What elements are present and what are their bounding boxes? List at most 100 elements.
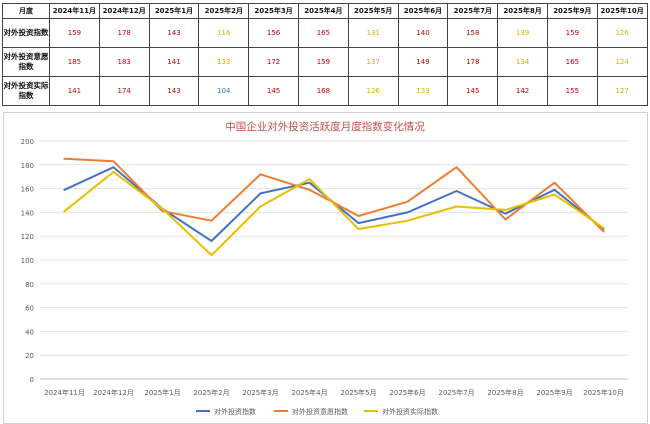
y-tick-label: 0	[30, 376, 34, 384]
x-tick-label: 2025年2月	[193, 388, 229, 397]
table-month-header: 2025年9月	[546, 3, 598, 19]
data-point	[259, 205, 262, 208]
legend-label: 对外投资实际指数	[382, 407, 438, 416]
table-cell: 145	[447, 76, 499, 106]
data-point	[161, 208, 164, 210]
data-point	[406, 200, 409, 203]
table-cell: 141	[49, 76, 100, 106]
data-point	[308, 178, 311, 180]
data-point	[308, 188, 311, 191]
x-tick-label: 2025年6月	[389, 388, 425, 397]
table-cell: 142	[497, 76, 548, 106]
table-month-header: 2025年1月	[148, 3, 200, 19]
data-point	[112, 166, 115, 168]
data-point	[455, 190, 458, 192]
table-cell: 133	[397, 76, 449, 106]
data-point	[161, 210, 164, 213]
y-tick-label: 160	[21, 186, 34, 194]
table-row: 对外投资指数 159 178 143 116 156 165 131 140 158 139 159 1…	[2, 18, 648, 48]
table-row: 对外投资实际指数 141 174 143 104 145 168 126 133 145 142 15…	[2, 76, 648, 106]
table-cell: 139	[497, 18, 548, 48]
y-tick-label: 180	[21, 162, 34, 170]
x-tick-label: 2024年11月	[44, 388, 85, 397]
data-point	[63, 210, 66, 213]
data-point	[504, 212, 507, 215]
data-point	[504, 218, 507, 221]
data-point	[602, 230, 605, 233]
data-point	[357, 228, 360, 230]
table-cell: 126	[596, 18, 648, 48]
table-cell: 134	[497, 47, 548, 77]
table-cell: 143	[148, 76, 200, 106]
data-point	[63, 158, 66, 160]
table-cell: 185	[49, 47, 100, 77]
table-cell: 143	[148, 18, 200, 48]
data-point	[455, 205, 458, 208]
data-point	[553, 188, 556, 191]
table-cell: 159	[297, 47, 349, 77]
table-cell: 126	[347, 76, 399, 106]
data-point	[112, 171, 115, 173]
table-month-header: 2025年4月	[297, 3, 349, 19]
data-point	[602, 227, 605, 229]
table-header-label: 月度	[2, 3, 50, 19]
x-tick-label: 2025年4月	[291, 388, 327, 397]
chart-svg: 中国企业对外投资活跃度月度指数变化情况 0 20 40 60 80 100 120 140 16…	[21, 120, 628, 416]
index-table: 月度 2024年11月 2024年12月 2025年1月 2025年2月 2025年3月 2…	[2, 3, 648, 106]
table-month-header: 2025年5月	[347, 3, 399, 19]
table-cell: 168	[297, 76, 349, 106]
table-row: 对外投资意愿指数 185 183 141 133 172 159 137 149 178 134 16…	[2, 47, 648, 77]
table-month-header: 2025年8月	[497, 3, 548, 19]
legend-label: 对外投资指数	[214, 407, 256, 416]
table-cell: 159	[49, 18, 100, 48]
data-point	[455, 166, 458, 168]
table-cell: 149	[397, 47, 449, 77]
table-cell: 165	[297, 18, 349, 48]
table-month-header: 2025年3月	[248, 3, 299, 19]
data-point	[308, 181, 311, 184]
data-point	[63, 188, 66, 191]
table-cell: 141	[148, 47, 200, 77]
table-row-label: 对外投资意愿指数	[2, 47, 50, 77]
y-tick-label: 120	[21, 233, 34, 241]
data-point	[504, 209, 507, 211]
x-tick-label: 2025年10月	[583, 388, 624, 397]
chart-title: 中国企业对外投资活跃度月度指数变化情况	[225, 120, 425, 133]
table-cell: 133	[198, 47, 250, 77]
y-tick-label: 100	[21, 257, 34, 265]
y-tick-label: 140	[21, 209, 34, 217]
table-cell: 116	[198, 18, 250, 48]
data-point	[259, 192, 262, 195]
data-point	[553, 193, 556, 196]
table-cell: 127	[596, 76, 648, 106]
y-tick-label: 200	[21, 138, 34, 146]
table-cell: 137	[347, 47, 399, 77]
y-tick-label: 40	[25, 328, 34, 336]
data-point	[112, 160, 115, 163]
line-chart: 中国企业对外投资活跃度月度指数变化情况 0 20 40 60 80 100 120 140 16…	[3, 112, 648, 424]
x-tick-label: 2024年12月	[93, 388, 134, 397]
x-tick-label: 2025年7月	[438, 388, 474, 397]
table-cell: 145	[248, 76, 299, 106]
table-cell: 131	[347, 18, 399, 48]
table-row-label: 对外投资指数	[2, 18, 50, 48]
table-month-header: 2025年6月	[397, 3, 449, 19]
table-cell: 174	[98, 76, 150, 106]
legend-label: 对外投资意愿指数	[292, 407, 348, 416]
data-point	[357, 222, 360, 224]
table-month-header: 2025年10月	[596, 3, 648, 19]
data-point	[210, 240, 213, 242]
data-point	[406, 211, 409, 214]
table-cell: 159	[546, 18, 598, 48]
data-point	[210, 254, 213, 257]
data-point	[210, 219, 213, 222]
y-tick-label: 80	[25, 281, 34, 289]
x-tick-label: 2025年3月	[242, 388, 278, 397]
x-tick-label: 2025年8月	[487, 388, 523, 397]
table-cell: 140	[397, 18, 449, 48]
x-tick-label: 2025年1月	[144, 388, 180, 397]
table-month-header: 2025年7月	[447, 3, 499, 19]
y-tick-label: 60	[25, 305, 34, 313]
table-cell: 158	[447, 18, 499, 48]
data-point	[259, 173, 262, 176]
